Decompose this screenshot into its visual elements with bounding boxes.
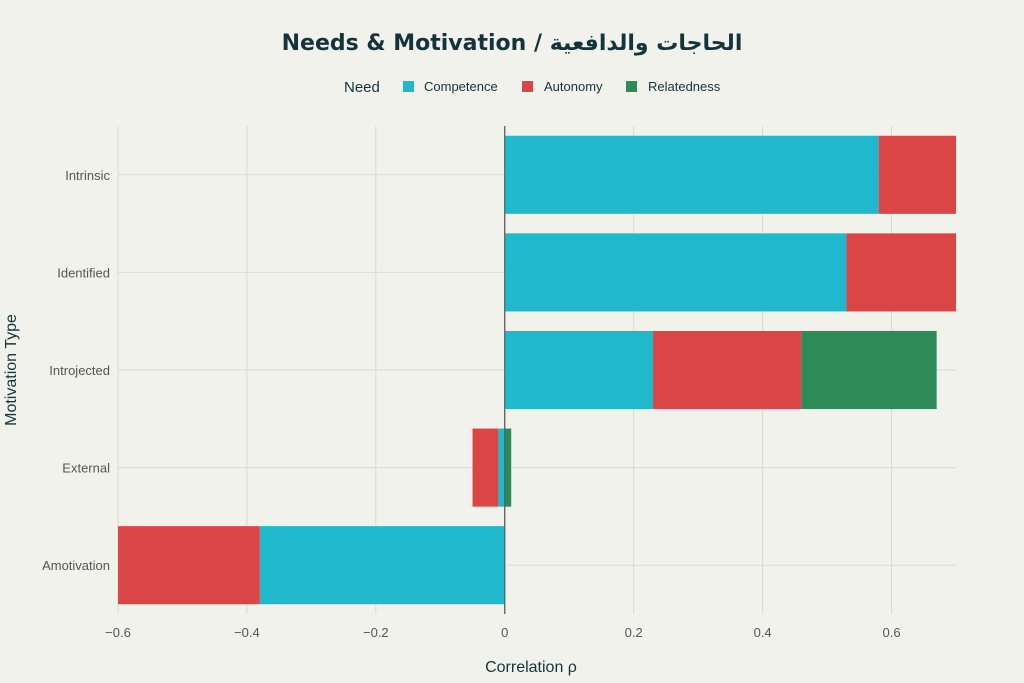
legend-title: Need: [344, 79, 380, 96]
legend-swatch-relatedness: [626, 81, 637, 92]
bar-identified-competence: [504, 233, 847, 312]
legend-label-autonomy: Autonomy: [544, 79, 603, 94]
legend-label-relatedness: Relatedness: [648, 79, 721, 94]
bar-amotivation-autonomy: [118, 526, 260, 605]
x-tick-label: 0.2: [625, 625, 643, 640]
legend-swatch-autonomy: [522, 81, 533, 92]
bar-intrinsic-competence: [504, 135, 879, 214]
y-tick-label-external: External: [62, 461, 110, 476]
y-tick-label-intrinsic: Intrinsic: [65, 168, 110, 183]
legend: Need Competence Autonomy Relatedness: [344, 79, 721, 96]
y-tick-label-amotivation: Amotivation: [42, 558, 110, 573]
bar-introjected-competence: [504, 330, 654, 410]
x-tick-label: −0.4: [234, 625, 260, 640]
bar-external-competence: [498, 428, 505, 507]
y-tick-labels: Intrinsic Identified Introjected External Am…: [42, 168, 110, 573]
x-tick-labels: −0.6 −0.4 −0.2 0 0.2 0.4 0.6: [105, 625, 900, 640]
bar-introjected-relatedness: [801, 330, 937, 410]
x-tick-label: 0: [501, 625, 508, 640]
y-axis-title: Motivation Type: [3, 314, 20, 426]
y-tick-label-introjected: Introjected: [49, 363, 110, 378]
bar-amotivation-competence: [259, 526, 505, 605]
x-tick-label: −0.6: [105, 625, 131, 640]
bar-identified-autonomy: [846, 233, 956, 312]
bar-external-autonomy: [472, 428, 499, 507]
bar-introjected-autonomy: [653, 330, 802, 410]
bar-intrinsic-autonomy: [878, 135, 956, 214]
x-axis-title: Correlation ρ: [485, 659, 577, 676]
bar-external-relatedness: [504, 428, 512, 507]
x-tick-label: 0.4: [754, 625, 772, 640]
x-tick-label: 0.6: [882, 625, 900, 640]
chart-title: Needs & Motivation / الحاجات والدافعية: [282, 31, 743, 56]
legend-label-competence: Competence: [424, 79, 498, 94]
bars: [118, 126, 956, 614]
x-tick-label: −0.2: [363, 625, 389, 640]
y-tick-label-identified: Identified: [57, 265, 110, 280]
legend-swatch-competence: [403, 81, 414, 92]
